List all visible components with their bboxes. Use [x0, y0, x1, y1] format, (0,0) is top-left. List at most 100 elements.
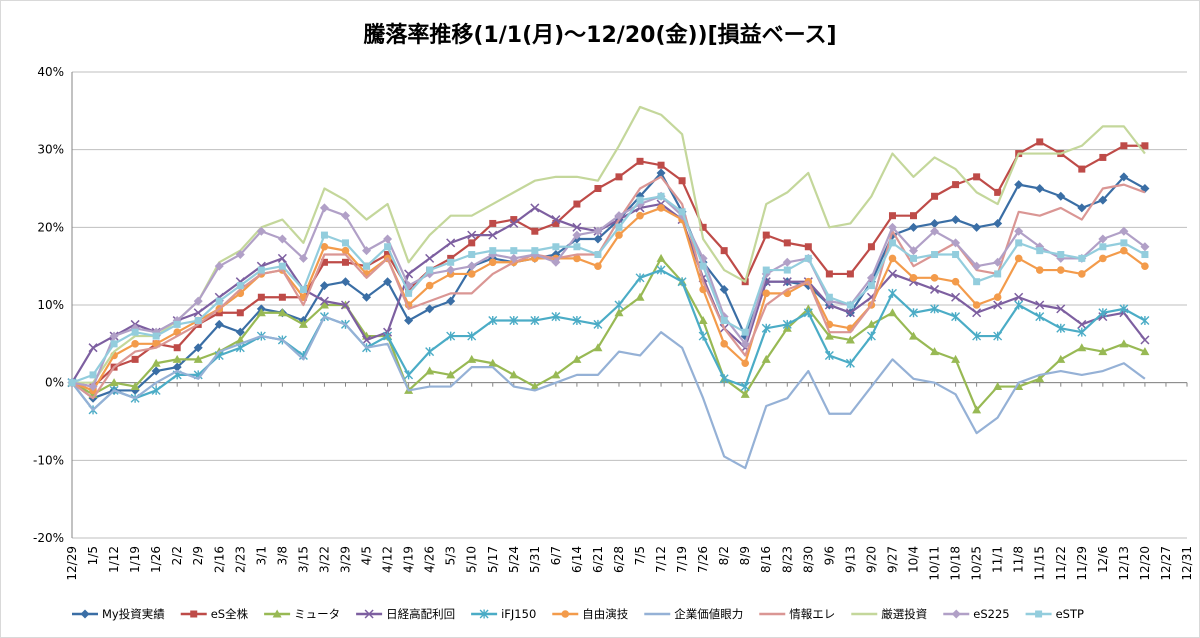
series-layer — [67, 105, 1150, 470]
series-7 — [71, 175, 1146, 400]
data-point — [1078, 270, 1086, 278]
data-point — [866, 319, 876, 328]
data-point — [214, 319, 224, 329]
data-point — [319, 203, 329, 213]
data-point — [1056, 354, 1066, 363]
legend-marker — [272, 609, 282, 618]
x-tick-label: 12/6 — [1096, 546, 1110, 573]
data-point — [1014, 300, 1024, 310]
data-point — [173, 344, 181, 352]
data-point — [151, 385, 161, 395]
data-point — [320, 231, 328, 239]
data-point — [298, 253, 308, 263]
x-tick-label: 5/31 — [528, 546, 542, 573]
data-point — [951, 277, 960, 286]
data-point — [866, 331, 876, 341]
x-tick-label: 5/3 — [444, 546, 458, 565]
data-point — [235, 327, 245, 337]
x-tick-label: 9/27 — [885, 546, 899, 573]
x-tick-label: 10/18 — [949, 546, 963, 581]
data-point — [593, 226, 603, 236]
data-point — [510, 247, 518, 255]
x-tick-label: 12/20 — [1138, 546, 1152, 581]
y-tick-label: -20% — [33, 531, 64, 545]
data-point — [1120, 239, 1128, 247]
x-tick-label: 2/16 — [212, 546, 226, 573]
data-point — [383, 234, 393, 244]
data-point — [1119, 339, 1129, 348]
x-tick-label: 8/9 — [738, 546, 752, 565]
data-point — [930, 284, 940, 294]
series-line — [71, 195, 1146, 388]
data-point — [993, 293, 1002, 302]
data-point — [783, 266, 791, 274]
data-point — [824, 331, 834, 340]
data-point — [383, 331, 393, 341]
data-point — [846, 301, 854, 309]
data-point — [1099, 254, 1107, 263]
data-point — [362, 246, 372, 256]
legend-marker — [190, 610, 198, 618]
data-point — [803, 308, 813, 318]
data-point — [88, 382, 98, 392]
data-point — [951, 292, 961, 302]
x-tick-label: 12/31 — [1180, 546, 1194, 581]
series-line — [71, 202, 1146, 384]
data-point — [593, 234, 603, 244]
data-point — [384, 251, 392, 259]
data-point — [1141, 142, 1149, 150]
data-point — [194, 317, 202, 325]
data-point — [930, 347, 940, 356]
x-tick-label: 6/21 — [591, 546, 605, 573]
x-tick-label: 9/20 — [864, 546, 878, 573]
data-point — [151, 366, 161, 376]
legend-item: ミュータ — [264, 607, 340, 621]
legend-marker — [80, 609, 90, 619]
data-point — [1077, 327, 1087, 337]
data-point — [425, 281, 434, 290]
data-point — [235, 335, 245, 344]
data-point — [804, 243, 812, 251]
legend-item: eS全株 — [180, 607, 249, 621]
data-point — [109, 378, 119, 387]
data-point — [1077, 343, 1087, 352]
x-tick-label: 8/16 — [759, 546, 773, 573]
data-point — [698, 331, 708, 341]
data-point — [1120, 142, 1128, 150]
data-point — [530, 382, 540, 391]
y-tick-label: 20% — [37, 220, 64, 234]
data-point — [952, 251, 960, 259]
data-point — [824, 350, 834, 360]
x-tick-label: 3/29 — [338, 546, 352, 573]
legend-item: 企業価値眼力 — [644, 607, 743, 621]
data-point — [741, 328, 749, 336]
data-point — [172, 362, 182, 372]
data-point — [531, 247, 539, 255]
data-point — [236, 282, 244, 290]
data-point — [699, 262, 707, 270]
data-point — [1014, 180, 1024, 190]
data-point — [867, 243, 875, 251]
data-point — [425, 366, 435, 375]
legend-label: 自由演技 — [582, 607, 628, 621]
data-point — [509, 253, 519, 263]
legend-item: 日経高配利回 — [356, 607, 455, 621]
data-point — [993, 257, 1003, 267]
x-tick-label: 4/19 — [402, 546, 416, 573]
data-point — [782, 257, 792, 267]
data-point — [277, 234, 287, 244]
data-point — [1078, 254, 1086, 262]
data-point — [425, 347, 435, 357]
x-tick-label: 2/9 — [191, 546, 205, 565]
data-point — [572, 316, 582, 326]
data-point — [509, 316, 519, 326]
data-point — [1140, 335, 1150, 345]
data-point — [446, 238, 456, 248]
data-point — [446, 265, 456, 275]
data-point — [488, 258, 497, 267]
data-point — [740, 389, 750, 398]
data-point — [930, 274, 939, 282]
data-point — [678, 177, 686, 185]
legend-label: eS全株 — [211, 607, 249, 621]
